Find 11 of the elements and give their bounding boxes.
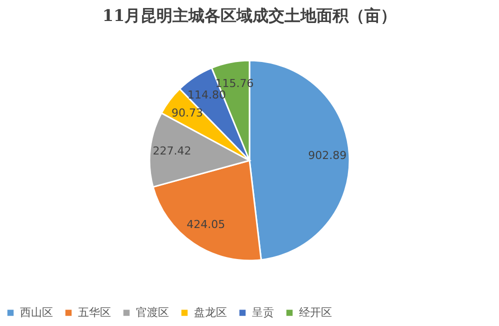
legend-label: 盘龙区 [194, 306, 227, 319]
data-label: 424.05 [186, 218, 226, 232]
legend-label: 西山区 [20, 306, 53, 319]
legend-label: 呈贡 [252, 306, 274, 319]
chart-title: 11月昆明主城各区域成交土地面积（亩） [102, 6, 397, 25]
data-label: 902.89 [308, 148, 347, 162]
legend-label: 经开区 [299, 306, 332, 319]
legend-label: 官渡区 [136, 306, 169, 319]
legend-label: 五华区 [78, 306, 111, 319]
data-label: 90.73 [171, 106, 203, 120]
data-label: 227.42 [152, 144, 192, 158]
